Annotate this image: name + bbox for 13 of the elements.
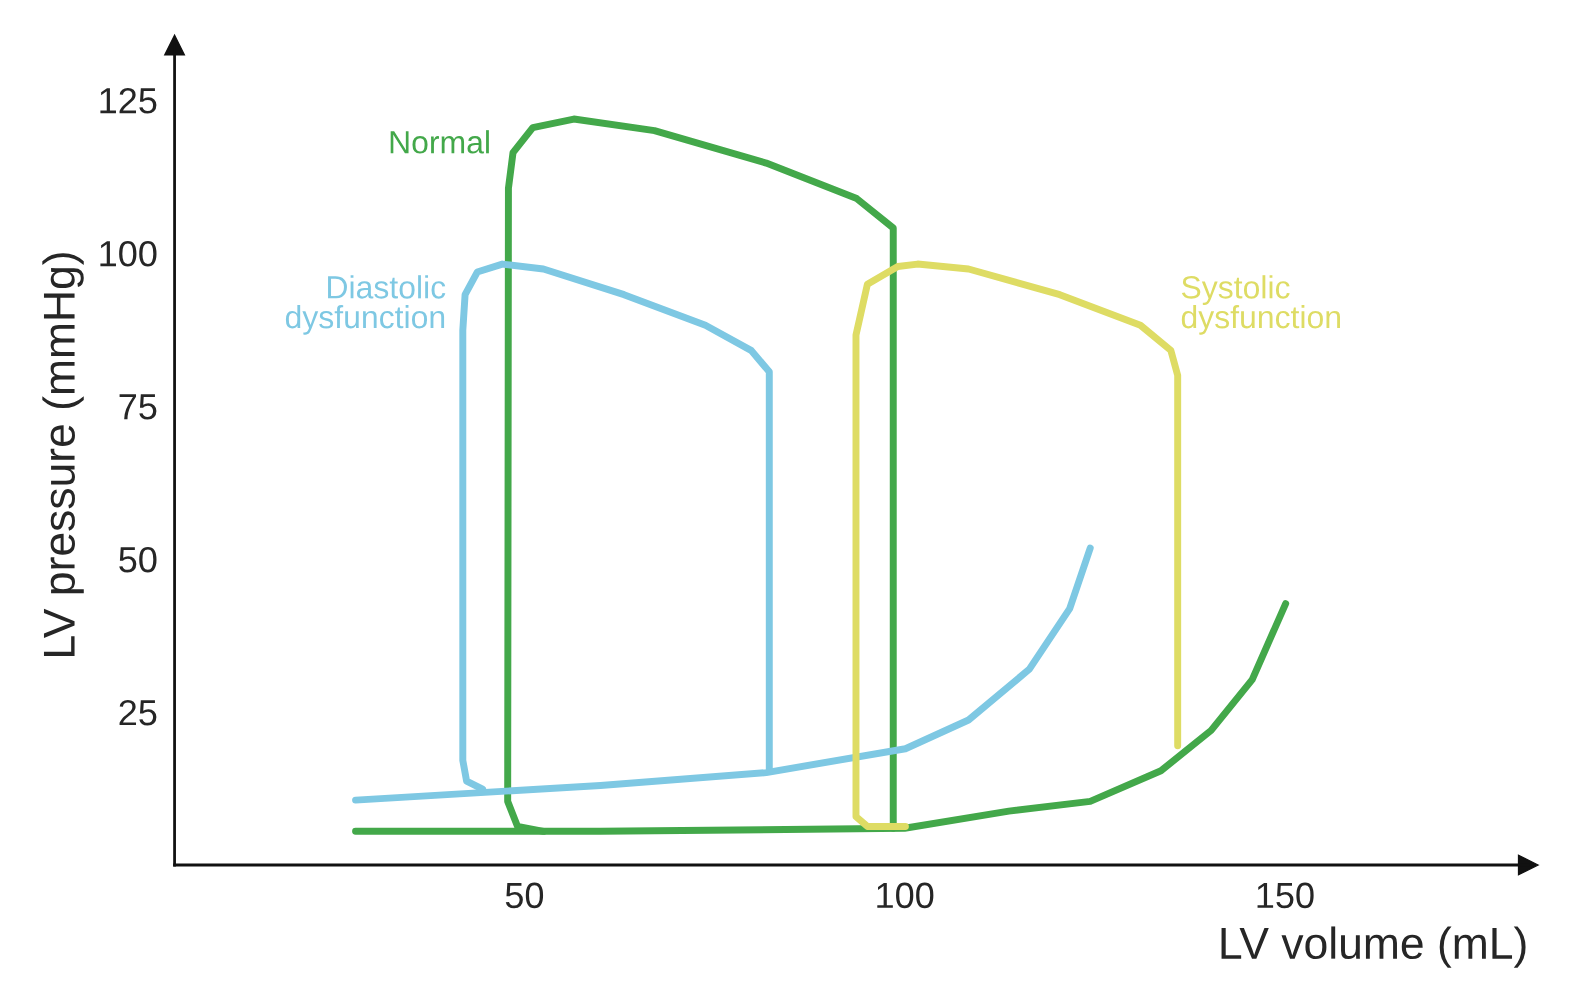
y-tick-label: 75 [119,394,157,420]
series-label: Systolic dysfunction [1181,275,1340,335]
x-tick-label: 150 [1257,882,1314,909]
series-label: Normal [390,130,489,154]
y-axis-title: LV pressure (mmHg) [42,253,84,656]
y-tick-label: 50 [119,546,157,573]
x-axis-title: LV volume (mL) [1221,926,1526,968]
series-label: Diastolic dysfunction [285,275,446,335]
x-tick-label: 50 [505,882,544,909]
y-tick-label: 100 [100,240,157,267]
y-tick-label: 25 [119,699,157,726]
x-tick-label: 100 [877,882,934,909]
y-tick-label: 125 [100,87,157,114]
